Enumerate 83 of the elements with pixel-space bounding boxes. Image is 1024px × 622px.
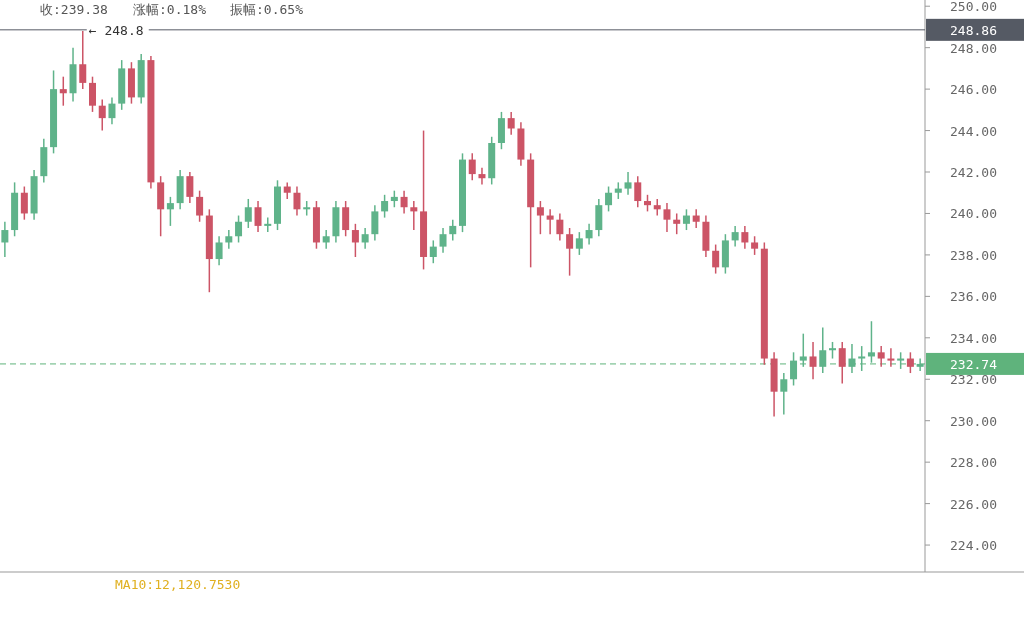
candlestick (741, 225, 749, 250)
candlestick (439, 227, 447, 254)
candlestick (790, 351, 798, 387)
candlestick (235, 214, 243, 244)
candlestick (673, 212, 681, 235)
candlestick (400, 189, 408, 215)
candlestick (751, 235, 759, 256)
candlestick (653, 198, 661, 217)
candlestick (1, 221, 9, 258)
candlestick (867, 320, 875, 364)
candlestick (186, 171, 194, 204)
candlestick (361, 227, 369, 250)
y-tick-label: 232.00 (950, 372, 997, 388)
candlestick (410, 200, 418, 231)
candlestick (20, 185, 28, 221)
candlestick (712, 243, 720, 275)
candlestick (381, 194, 389, 219)
candlestick (215, 235, 223, 267)
y-tick-label: 248.00 (950, 40, 997, 56)
candlestick (166, 196, 174, 227)
candlestick (293, 185, 301, 217)
candlestick (342, 200, 350, 238)
candlestick (108, 96, 116, 126)
candlestick (624, 171, 632, 196)
candlestick (429, 239, 437, 264)
candlestick (254, 200, 262, 233)
candlestick (507, 111, 515, 136)
candlestick (468, 152, 476, 182)
ref-line-label: 232.74 (950, 356, 998, 372)
candlestick (244, 198, 252, 229)
candlestick (887, 347, 895, 368)
candlestick (225, 229, 233, 250)
candlestick (351, 223, 359, 258)
candlestick (536, 200, 544, 235)
y-tick-label: 238.00 (950, 247, 997, 263)
annotation: 收:239.38 (40, 2, 108, 17)
y-tick-label: 236.00 (950, 289, 997, 305)
candlestick (585, 223, 593, 246)
candlestick (59, 75, 67, 107)
y-tick-label: 234.00 (950, 330, 997, 346)
candlestick (605, 185, 613, 213)
candlestick (89, 75, 96, 113)
annotation: 振幅:0.65% (230, 2, 304, 17)
y-tick-label: 242.00 (950, 165, 997, 181)
y-tick-label: 226.00 (950, 496, 997, 512)
y-tick-label: 230.00 (950, 413, 997, 429)
candlestick (916, 357, 924, 372)
candlestick (838, 341, 846, 385)
candlestick (556, 212, 564, 242)
y-tick-label: 228.00 (950, 455, 997, 471)
candlestick (809, 341, 817, 381)
candlestick (196, 189, 204, 223)
candlestick (322, 229, 330, 250)
candlestick (799, 332, 807, 368)
y-tick-label: 224.00 (950, 538, 997, 554)
candlestick (566, 227, 574, 277)
annotation: 涨幅:0.18% (133, 2, 207, 17)
candlestick (79, 30, 87, 90)
candlestick (663, 202, 671, 233)
candlestick (682, 208, 690, 231)
annotation: ← 248.8 (88, 23, 144, 39)
candlestick (546, 208, 554, 235)
candlestick (731, 225, 739, 248)
y-tick-label: 246.00 (950, 82, 997, 98)
y-tick-label: 240.00 (950, 206, 997, 222)
candlestick (478, 167, 486, 186)
candlestick (858, 345, 866, 372)
candlestick (634, 175, 642, 208)
candlestick (264, 216, 272, 233)
candlestick (575, 231, 583, 256)
candlestick (371, 204, 379, 242)
candlestick (819, 326, 827, 374)
ref-line-label: 248.86 (950, 22, 997, 38)
candlestick (692, 208, 700, 229)
text: MA10:12,120.7530 (115, 577, 241, 592)
candlestick (848, 343, 856, 374)
candlestick (877, 345, 885, 368)
candlestick (906, 351, 914, 374)
candlestick (780, 372, 788, 416)
y-tick-label: 250.00 (950, 0, 997, 15)
candlestick (449, 218, 457, 242)
candlestick (98, 98, 106, 132)
y-tick-label: 244.00 (950, 123, 997, 139)
